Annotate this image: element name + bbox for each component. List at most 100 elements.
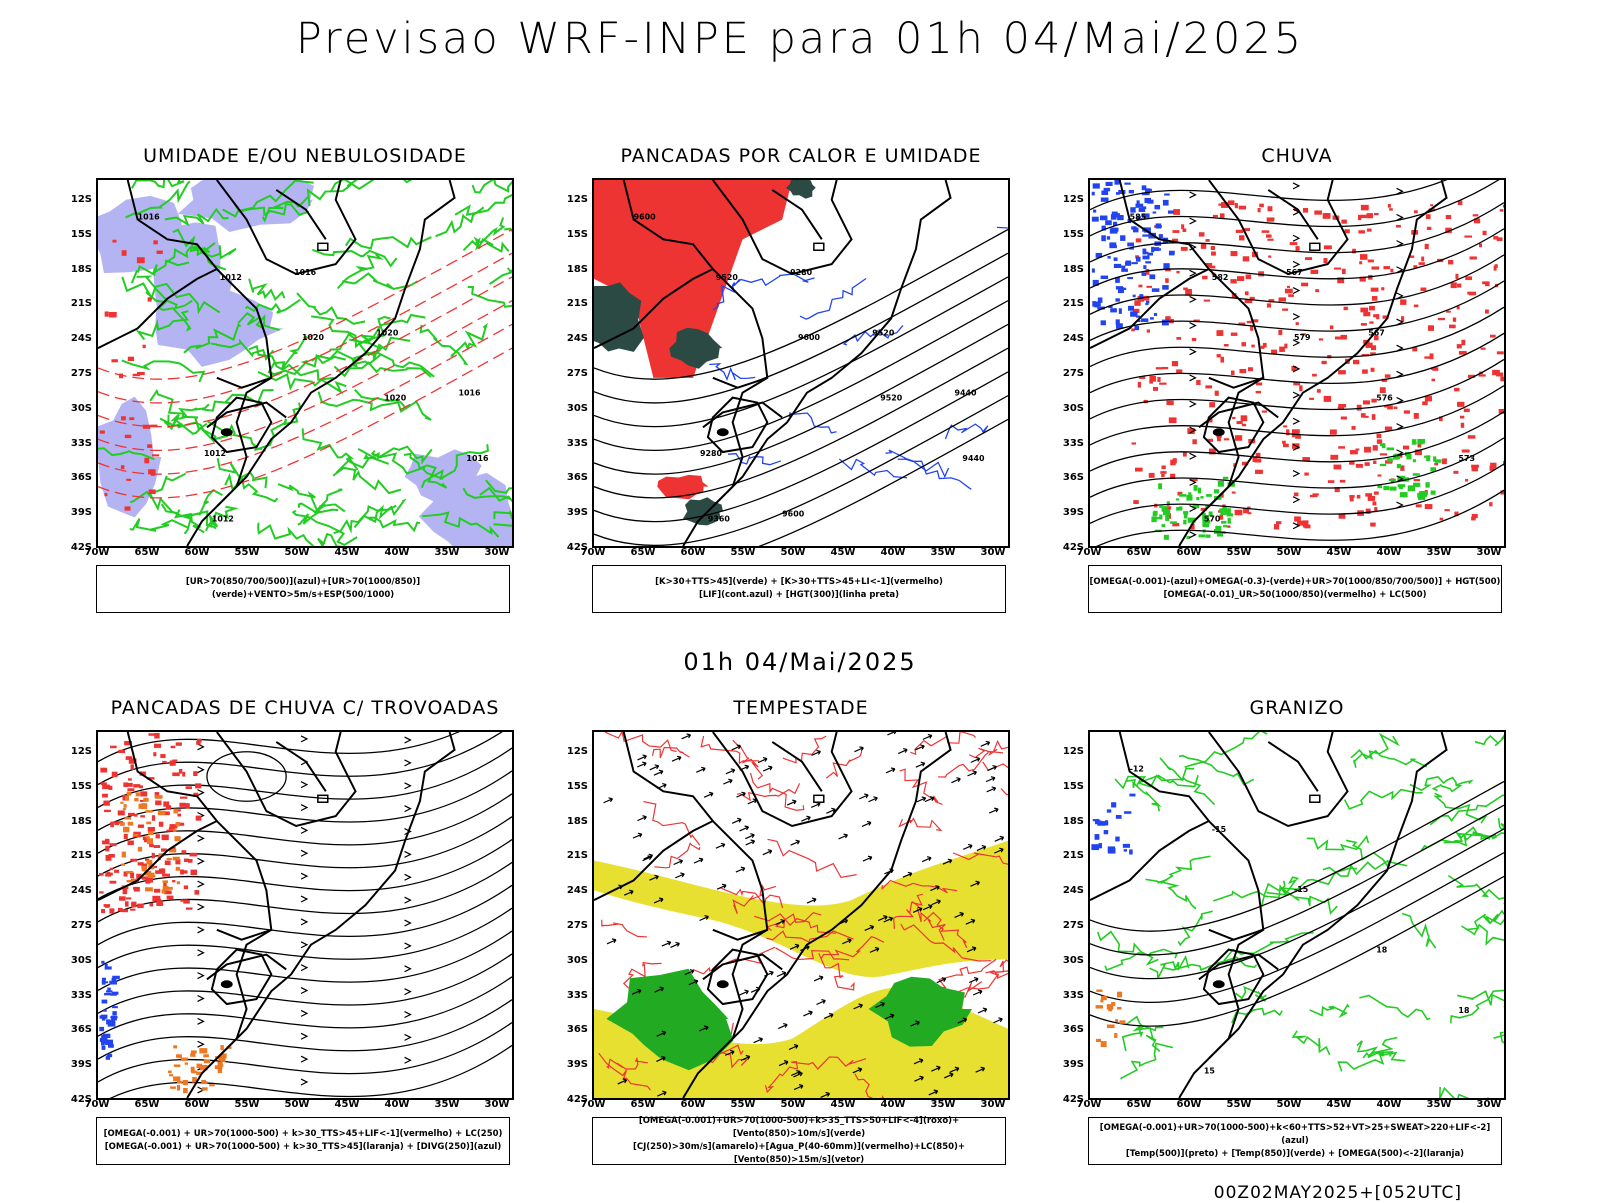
lat-tick-label: 36S [566, 1024, 588, 1036]
divergence-blue [99, 960, 120, 1060]
lon-tick-label: 40W [384, 547, 410, 558]
lon-tick-label: 55W [730, 1099, 756, 1110]
contour-label: 1016 [138, 213, 161, 222]
contour-squiggles [1096, 732, 1504, 1098]
lat-tick-label: 24S [70, 885, 92, 897]
lat-tick-label: 30S [70, 402, 92, 414]
lat-tick-label: 30S [566, 402, 588, 414]
rain-area [1131, 200, 1504, 530]
lon-tick-label: 50W [284, 1099, 310, 1110]
panel-6-map-svg: -12 -15 -15 18 18 15 [1090, 732, 1504, 1098]
lon-tick-label: 45W [1326, 547, 1352, 558]
contour-label: 9280 [700, 449, 723, 458]
contour-label: 9440 [962, 454, 985, 463]
lat-tick-label: 39S [1062, 507, 1084, 519]
contour-label: -15 [1212, 825, 1226, 834]
lon-tick-label: 60W [680, 547, 706, 558]
lon-tick-label: 65W [1126, 1099, 1152, 1110]
lat-tick-label: 27S [1062, 368, 1084, 379]
panel-5-legend: [OMEGA(-0.001)+UR>70(1000-500)+k>35_TTS>… [592, 1116, 1006, 1165]
mid-title: 01h 04/Mai/2025 [683, 648, 917, 676]
lon-tick-label: 40W [1376, 1099, 1402, 1110]
contour-label: 573 [1458, 454, 1475, 463]
lat-tick-label: 15S [566, 228, 588, 240]
lat-tick-label: 42S [70, 542, 92, 553]
lon-tick-label: 65W [1126, 547, 1152, 558]
omega-blue [1091, 180, 1175, 331]
contour-label: 582 [1212, 273, 1229, 282]
lon-tick-label: 45W [830, 1099, 856, 1110]
panel-4-legend: [OMEGA(-0.001) + UR>70(1000-500) + k>30_… [96, 1117, 510, 1165]
lat-tick-label: 21S [566, 850, 588, 862]
lat-tick-label: 27S [1062, 920, 1084, 931]
lon-tick-label: 55W [1226, 1099, 1252, 1110]
legend-line: [OMEGA(-0.001)+UR>70(1000-500)+k>35_TTS>… [638, 1116, 960, 1139]
lon-tick-label: 65W [630, 547, 656, 558]
lon-tick-label: 35W [930, 547, 956, 558]
omega-orange [1095, 989, 1126, 1048]
lat-tick-label: 24S [1062, 885, 1084, 897]
lon-tick-label: 50W [780, 1099, 806, 1110]
lon-tick-label: 60W [1176, 1099, 1202, 1110]
wind-vectors [603, 732, 1005, 1098]
lat-tick-label: 15S [1062, 780, 1084, 792]
lat-tick-label: 18S [70, 263, 92, 275]
lat-tick-label: 21S [70, 850, 92, 862]
legend-line: [LIF](cont.azul) + [HGT(300)](linha pret… [698, 590, 900, 600]
contour-lines [98, 228, 512, 499]
lat-tick-label: 42S [70, 1094, 92, 1105]
hail-blue [1091, 793, 1136, 855]
lat-tick-label: 12S [70, 194, 92, 205]
lon-tick-label: 70W [84, 1099, 110, 1110]
lat-tick-label: 33S [1062, 989, 1084, 1001]
lat-tick-label: 12S [566, 194, 588, 205]
omega-green-east [1377, 438, 1442, 500]
lon-tick-label: 65W [630, 1099, 656, 1110]
map-borders [98, 732, 456, 1098]
lon-tick-label: 35W [1426, 1099, 1452, 1110]
lat-tick-label: 42S [566, 1094, 588, 1105]
footer-run-info: 00Z02MAY2025+[052UTC] [1213, 1183, 1462, 1203]
lat-tick-label: 27S [70, 368, 92, 379]
contour-label: 585 [1130, 213, 1147, 222]
legend-line: [OMEGA(-0.001) + UR>70(1000-500) + k>30_… [104, 1142, 502, 1152]
panel-2-title: PANCADAS POR CALOR E UMIDADE [620, 145, 982, 167]
legend-line: [OMEGA(-0.001)+UR>70(1000-500)+k<60+TTS>… [1099, 1122, 1491, 1146]
lon-tick-label: 65W [134, 547, 160, 558]
contour-label: 1012 [220, 273, 242, 282]
lon-tick-label: 30W [1476, 1099, 1502, 1110]
lat-tick-label: 33S [1062, 437, 1084, 449]
lat-tick-label: 33S [566, 989, 588, 1001]
lon-tick-label: 60W [1176, 547, 1202, 558]
lat-tick-label: 30S [70, 954, 92, 966]
lat-tick-label: 33S [566, 437, 588, 449]
lat-tick-label: 21S [1062, 298, 1084, 310]
lat-tick-label: 39S [566, 507, 588, 519]
contour-labels: -12 -15 -15 18 18 15 [1130, 765, 1470, 1076]
lon-tick-label: 35W [1426, 547, 1452, 558]
cyclonic-circulation [206, 751, 287, 802]
lat-tick-label: 30S [566, 954, 588, 966]
lon-tick-label: 45W [334, 547, 360, 558]
lat-tick-label: 24S [566, 885, 588, 897]
map-borders [594, 180, 952, 546]
lon-tick-label: 45W [830, 547, 856, 558]
streamlines [98, 732, 512, 1098]
lat-tick-label: 27S [566, 368, 588, 379]
map-borders [98, 180, 456, 546]
lon-tick-label: 70W [84, 547, 110, 558]
lon-tick-label: 40W [384, 1099, 410, 1110]
lat-tick-label: 12S [566, 746, 588, 757]
lon-tick-label: 45W [1326, 1099, 1352, 1110]
contour-label: 1020 [302, 333, 325, 342]
contour-label: 1020 [376, 328, 399, 337]
lat-tick-label: 39S [70, 507, 92, 519]
legend-line: [CJ(250)>30m/s](amarelo)+[Agua_P(40-60mm… [632, 1142, 966, 1165]
lon-tick-label: 35W [930, 1099, 956, 1110]
panel-3-map: 585 582 579 576 573 570 567 567 [1088, 178, 1506, 548]
panel-2-map: 9600 9520 9600 9520 9440 9360 9280 9520 9440 9280… [592, 178, 1010, 548]
lat-tick-label: 21S [1062, 850, 1084, 862]
lon-tick-label: 30W [980, 1099, 1006, 1110]
lat-tick-label: 24S [1062, 333, 1084, 345]
